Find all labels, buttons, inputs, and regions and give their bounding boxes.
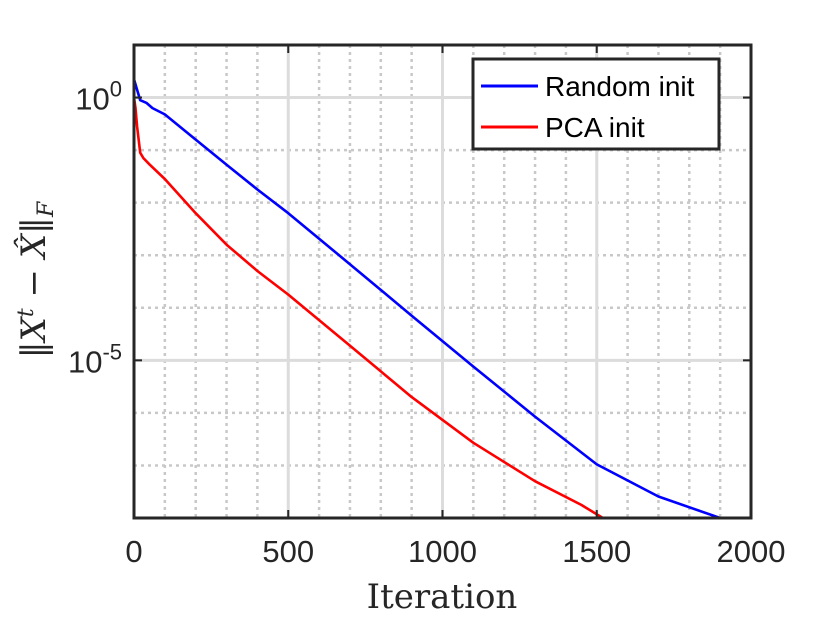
x-tick-label: 0: [125, 534, 142, 569]
legend-label-pca-init: PCA init: [545, 112, 645, 143]
x-axis-title: Iteration: [367, 577, 518, 617]
y-tick-labels: 100 10-5: [68, 77, 122, 380]
plot-frame: [132, 43, 753, 520]
y-axis-title: ‖Xt − X̂‖F: [13, 201, 59, 358]
x-tick-label: 2000: [717, 534, 786, 569]
y-axis-title-text: ‖Xt − X̂‖F: [13, 201, 59, 358]
x-tick-label: 500: [262, 534, 314, 569]
legend-box: [471, 57, 721, 151]
y-tick-label: 100: [75, 77, 122, 117]
y-tick-label: 10-5: [68, 339, 122, 379]
x-tick-label: 1500: [562, 534, 631, 569]
legend-label-random-init: Random init: [545, 71, 695, 102]
x-tick-label: 1000: [408, 534, 477, 569]
series-layer: [134, 78, 725, 518]
x-tick-labels: 0 500 1000 1500 2000: [125, 534, 785, 569]
series-line-pca-init: [134, 97, 610, 518]
series-line-random-init: [134, 78, 725, 518]
legend: Random init PCA init: [471, 57, 721, 151]
